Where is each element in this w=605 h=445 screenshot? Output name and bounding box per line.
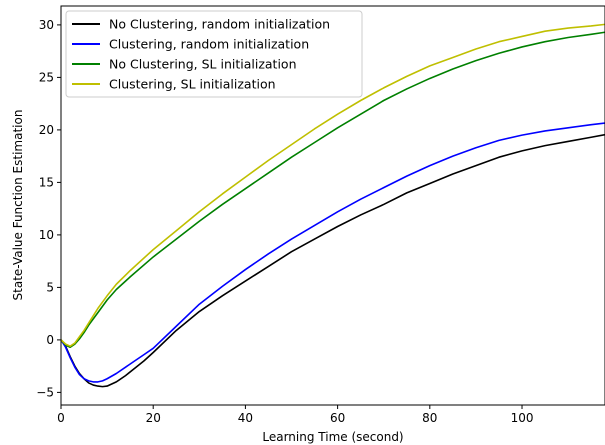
x-axis-label: Learning Time (second) — [262, 430, 403, 444]
y-tick-label: 30 — [39, 18, 54, 32]
x-tick-label: 80 — [422, 411, 437, 425]
x-tick-label: 40 — [238, 411, 253, 425]
x-axis: 0 20 40 60 80 100 — [57, 405, 533, 425]
y-axis-label: State-Value Function Estimation — [11, 110, 25, 301]
x-tick-label: 100 — [511, 411, 534, 425]
x-tick-label: 0 — [57, 411, 65, 425]
legend: No Clustering, random initialization Clus… — [65, 10, 363, 98]
series-line-3 — [61, 31, 605, 349]
x-tick-label: 20 — [146, 411, 161, 425]
x-tick-label: 60 — [330, 411, 345, 425]
y-tick-label: 20 — [39, 123, 54, 137]
y-tick-label: −5 — [36, 385, 54, 399]
legend-box — [65, 10, 363, 98]
legend-label-2: Clustering, random initialization — [109, 37, 309, 52]
y-tick-label: 10 — [39, 228, 54, 242]
legend-label-4: Clustering, SL initialization — [109, 77, 276, 92]
legend-label-1: No Clustering, random initialization — [109, 17, 330, 32]
legend-label-3: No Clustering, SL initialization — [109, 57, 297, 72]
y-tick-label: 0 — [46, 333, 54, 347]
series-lines — [61, 23, 605, 388]
series-line-4 — [61, 23, 605, 348]
y-axis: −5 0 5 10 15 20 25 30 — [36, 18, 61, 399]
y-tick-label: 15 — [39, 175, 54, 189]
series-line-1 — [61, 133, 605, 388]
plot-frame — [60, 5, 605, 406]
y-tick-label: 25 — [39, 70, 54, 84]
series-line-2 — [61, 122, 605, 383]
y-tick-label: 5 — [46, 280, 54, 294]
